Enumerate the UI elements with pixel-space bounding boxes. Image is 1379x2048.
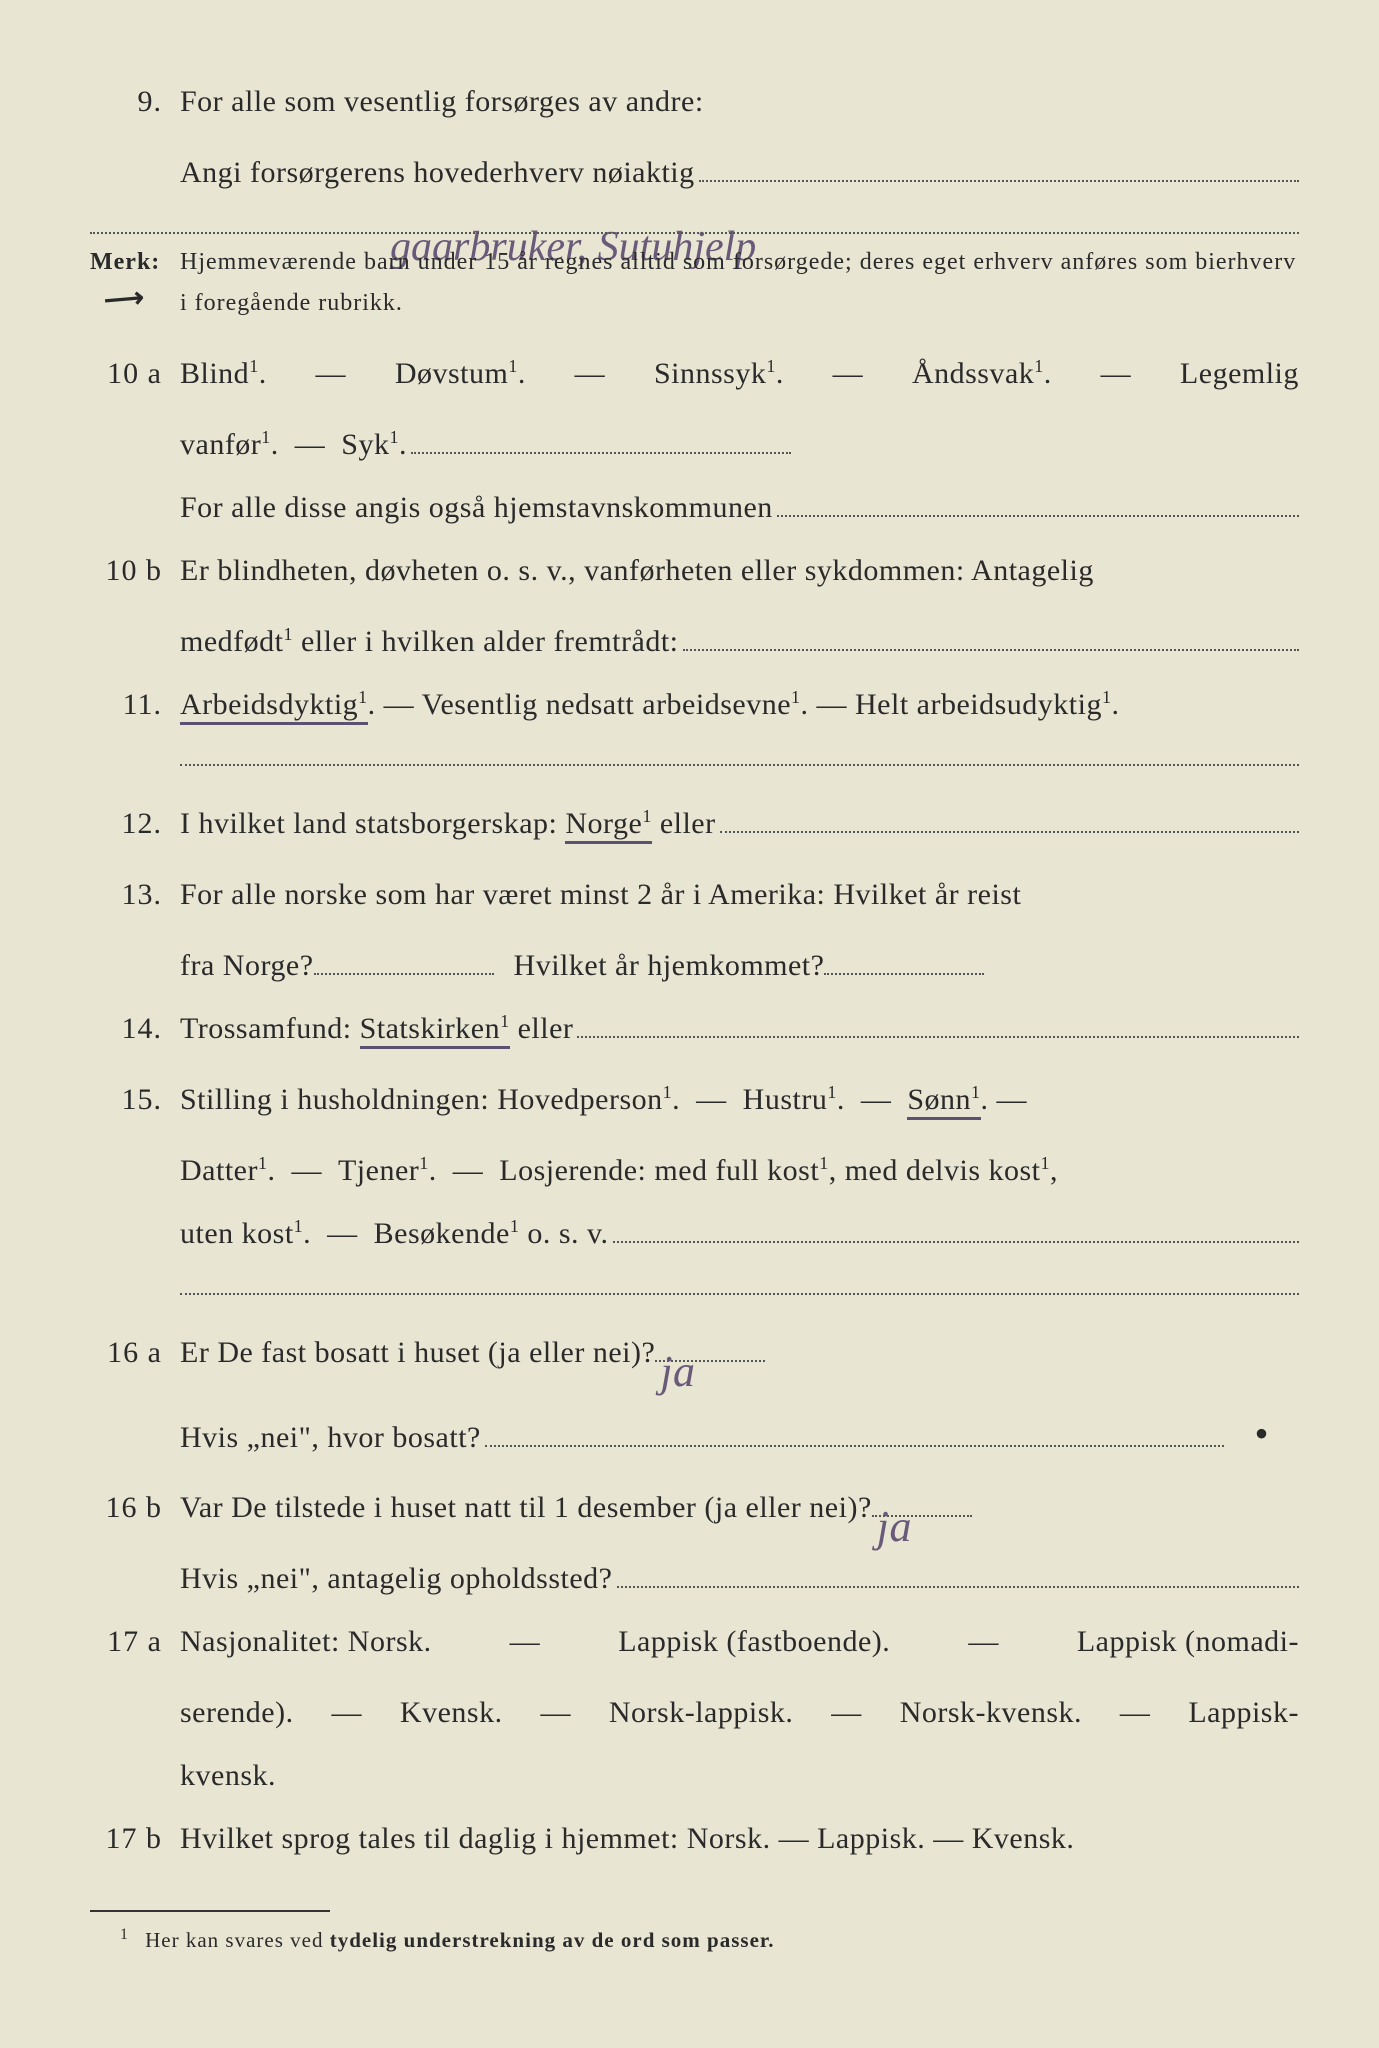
question-17b: 17 b Hvilket sprog tales til daglig i hj… [90, 1807, 1299, 1870]
q17a-number: 17 a [90, 1618, 180, 1666]
footnote-rule [90, 1910, 330, 1912]
q10a-line3-text: For alle disse angis også hjemstavnskomm… [180, 476, 773, 539]
footnote-text-b: tydelig understrekning av de ord som pas… [330, 1928, 775, 1952]
merk-text: Hjemmeværende barn under 15 år regnes al… [180, 242, 1299, 324]
dotted-line [180, 764, 1299, 766]
q13-line2: fra Norge? Hvilket år hjemkommet? [90, 934, 1299, 997]
q10a-line3: For alle disse angis også hjemstavnskomm… [90, 476, 1299, 539]
q16b-handwritten: ja [877, 1481, 912, 1573]
q12-content: I hvilket land statsborgerskap: Norge1 e… [180, 792, 1299, 855]
q10b-line2: medfødt1 eller i hvilken alder fremtrådt… [90, 610, 1299, 673]
footnote: 1 Her kan svares ved tydelig understrekn… [90, 1922, 1299, 1958]
q9-blank-line: gaarbruker, Sutuhjelp [90, 232, 1299, 234]
merk-label: Merk: [90, 243, 180, 281]
q13-number: 13. [90, 871, 180, 919]
footnote-text-a: Her kan svares ved [145, 1928, 330, 1952]
q17b-number: 17 b [90, 1815, 180, 1863]
q11-number: 11. [90, 681, 180, 729]
q16a-line1: Er De fast bosatt i huset (ja eller nei)… [180, 1321, 1299, 1384]
q16b-line2: Hvis „nei", antagelig opholdssted? [90, 1547, 1299, 1610]
question-11: 11. Arbeidsdyktig1. — Vesentlig nedsatt … [90, 673, 1299, 736]
q13-line1: For alle norske som har været minst 2 år… [180, 863, 1299, 926]
question-16b: 16 b Var De tilstede i huset natt til 1 … [90, 1476, 1299, 1539]
q10a-line1: Blind1. — Døvstum1. — Sinnssyk1. — Åndss… [180, 342, 1299, 405]
dotted-line [314, 973, 494, 975]
q12-number: 12. [90, 800, 180, 848]
q16b-line2-text: Hvis „nei", antagelig opholdssted? [180, 1547, 613, 1610]
question-17a: 17 a Nasjonalitet: Norsk. — Lappisk (fas… [90, 1610, 1299, 1673]
q12-opt-underlined: Norge1 [565, 807, 651, 844]
q15-line1: Stilling i husholdningen: Hovedperson1. … [180, 1068, 1299, 1131]
q17b-content: Hvilket sprog tales til daglig i hjemmet… [180, 1807, 1299, 1870]
q15-number: 15. [90, 1076, 180, 1124]
question-12: 12. I hvilket land statsborgerskap: Norg… [90, 792, 1299, 855]
question-10b: 10 b Er blindheten, døvheten o. s. v., v… [90, 539, 1299, 602]
q10b-number: 10 b [90, 547, 180, 595]
q9-line1: For alle som vesentlig forsørges av andr… [180, 70, 1299, 133]
q10a-line2: vanfør1. — Syk1. [90, 413, 1299, 476]
question-14: 14. Trossamfund: Statskirken1 eller [90, 997, 1299, 1060]
footnote-marker: 1 [120, 1926, 129, 1943]
q10a-number: 10 a [90, 350, 180, 398]
question-15: 15. Stilling i husholdningen: Hovedperso… [90, 1068, 1299, 1131]
q11-opt1-underlined: Arbeidsdyktig1 [180, 688, 368, 725]
q16b-number: 16 b [90, 1484, 180, 1532]
q13-line2b: Hvilket år hjemkommet? [514, 934, 825, 997]
q14-number: 14. [90, 1005, 180, 1053]
q16a-number: 16 a [90, 1329, 180, 1377]
question-13: 13. For alle norske som har været minst … [90, 863, 1299, 926]
q9-line2: Angi forsørgerens hovederhverv nøiaktig [90, 141, 1299, 204]
q15-sonn-underlined: Sønn1 [907, 1083, 980, 1120]
q13-line2a: fra Norge? [180, 934, 314, 997]
dotted-line [720, 815, 1299, 833]
question-16a: 16 a Er De fast bosatt i huset (ja eller… [90, 1321, 1299, 1384]
question-9: 9. For alle som vesentlig forsørges av a… [90, 70, 1299, 133]
q14-content: Trossamfund: Statskirken1 eller [180, 997, 1299, 1060]
q16a-line1-text: Er De fast bosatt i huset (ja eller nei)… [180, 1321, 655, 1384]
q9-number: 9. [90, 78, 180, 126]
q17a-line1: Nasjonalitet: Norsk. — Lappisk (fastboen… [180, 1610, 1299, 1673]
dotted-line [577, 1020, 1299, 1038]
q15-line3: uten kost1. — Besøkende1 o. s. v. [90, 1202, 1299, 1265]
q16a-handwritten: ja [660, 1326, 695, 1418]
q9-line2-text: Angi forsørgerens hovederhverv nøiaktig [180, 141, 695, 204]
q15-line2: Datter1. — Tjener1. — Losjerende: med fu… [90, 1139, 1299, 1202]
merk-note: ⟶ Merk: Hjemmeværende barn under 15 år r… [90, 242, 1299, 324]
dotted-line [411, 436, 791, 454]
dotted-line [824, 973, 984, 975]
dotted-line [180, 1293, 1299, 1295]
q17a-line2: serende). — Kvensk. — Norsk-lappisk. — N… [90, 1681, 1299, 1744]
dotted-line [683, 633, 1300, 651]
q16b-line1: Var De tilstede i huset natt til 1 desem… [180, 1476, 1299, 1539]
dotted-line: ja [655, 1360, 765, 1362]
question-10a: 10 a Blind1. — Døvstum1. — Sinnssyk1. — … [90, 342, 1299, 405]
dotted-line: ja [872, 1515, 972, 1517]
q16a-line2-text: Hvis „nei", hvor bosatt? [180, 1406, 481, 1469]
dotted-line [613, 1225, 1299, 1243]
arrow-icon: ⟶ [102, 276, 146, 324]
dotted-line [777, 499, 1299, 517]
dotted-line [485, 1429, 1225, 1447]
q16b-line1-text: Var De tilstede i huset natt til 1 desem… [180, 1476, 872, 1539]
q14-opt-underlined: Statskirken1 [360, 1012, 510, 1049]
q10b-line1: Er blindheten, døvheten o. s. v., vanfør… [180, 539, 1299, 602]
dotted-line [617, 1570, 1300, 1588]
dotted-line [699, 164, 1299, 182]
q17a-line3: kvensk. [90, 1744, 1299, 1807]
q11-content: Arbeidsdyktig1. — Vesentlig nedsatt arbe… [180, 673, 1299, 736]
